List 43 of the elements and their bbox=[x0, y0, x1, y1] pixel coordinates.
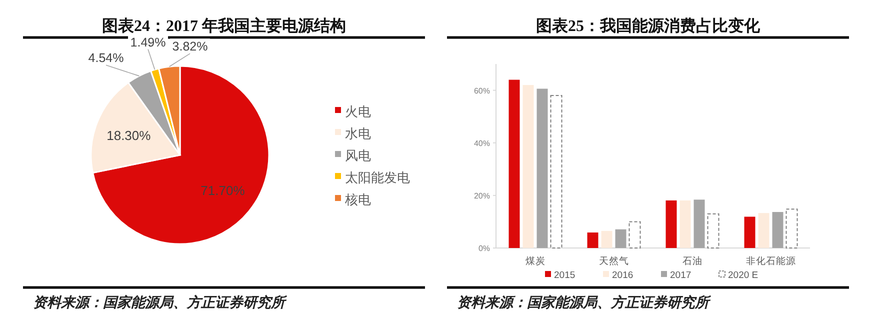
legend-label: 火电 bbox=[345, 104, 371, 119]
text: 资料来源：国家能源局、方正证券研究所 bbox=[457, 294, 712, 311]
bar bbox=[707, 213, 720, 248]
bar bbox=[550, 95, 562, 248]
bar bbox=[601, 230, 612, 248]
bar bbox=[522, 85, 534, 248]
data-label: 3.82% bbox=[172, 40, 208, 54]
y-tick-label: 0% bbox=[478, 244, 490, 253]
bar bbox=[508, 80, 520, 248]
bar bbox=[786, 208, 798, 248]
text: 资料来源：国家能源局、方正证券研究所 bbox=[33, 294, 288, 311]
bar bbox=[744, 216, 756, 248]
legend-label: 风电 bbox=[345, 148, 371, 163]
legend-label: 太阳能发电 bbox=[345, 170, 410, 185]
pie-slice bbox=[92, 65, 270, 245]
bar bbox=[615, 229, 626, 248]
bar bbox=[628, 221, 641, 248]
legend-label: 2015 bbox=[554, 270, 576, 281]
legend-label: 2016 bbox=[612, 270, 634, 281]
x-tick-label: 天然气 bbox=[598, 255, 629, 267]
x-tick-label: 煤炭 bbox=[525, 255, 546, 267]
chart-title: 图表24：2017 年我国主要电源结构 bbox=[102, 16, 346, 35]
data-label: 1.49% bbox=[130, 35, 166, 50]
data-label: 18.30% bbox=[106, 128, 152, 143]
bar bbox=[587, 232, 598, 248]
y-tick-label: 40% bbox=[474, 138, 490, 148]
bar bbox=[772, 212, 784, 248]
bar bbox=[758, 213, 770, 248]
y-tick-label: 20% bbox=[474, 191, 490, 200]
data-label: 71.70% bbox=[200, 182, 246, 198]
chart-title: 图表25：我国能源消费占比变化 bbox=[536, 17, 761, 35]
x-tick-label: 石油 bbox=[682, 255, 702, 267]
bar bbox=[666, 200, 677, 248]
legend-label: 核电 bbox=[344, 192, 371, 207]
bar bbox=[680, 200, 691, 248]
x-tick-label: 非化石能源 bbox=[746, 255, 796, 267]
data-label: 4.54% bbox=[88, 51, 124, 66]
legend-label: 2017 bbox=[670, 270, 692, 281]
bar bbox=[694, 200, 705, 248]
legend-label: 2020 E bbox=[728, 270, 758, 281]
y-tick-label: 60% bbox=[474, 86, 490, 96]
legend-label: 水电 bbox=[345, 126, 371, 141]
bar bbox=[536, 88, 548, 248]
